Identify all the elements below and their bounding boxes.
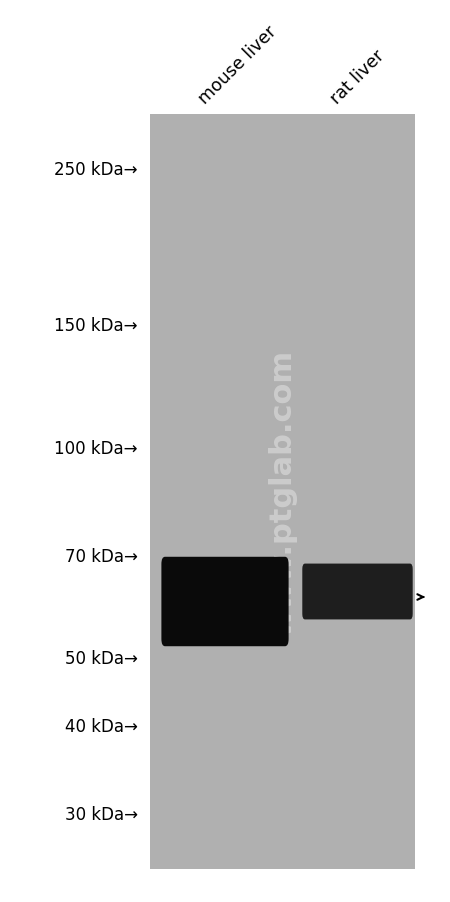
Text: mouse liver: mouse liver [195,23,280,108]
Text: 30 kDa→: 30 kDa→ [65,805,138,823]
Text: www.ptglab.com: www.ptglab.com [268,348,297,635]
FancyBboxPatch shape [162,557,288,647]
Text: 50 kDa→: 50 kDa→ [65,649,138,667]
Text: 250 kDa→: 250 kDa→ [54,161,138,179]
Text: 40 kDa→: 40 kDa→ [65,717,138,735]
Text: 150 kDa→: 150 kDa→ [54,317,138,335]
Bar [150,115,415,869]
Text: 100 kDa→: 100 kDa→ [54,439,138,457]
Text: rat liver: rat liver [327,47,388,108]
Text: 70 kDa→: 70 kDa→ [65,548,138,566]
FancyBboxPatch shape [302,564,413,620]
